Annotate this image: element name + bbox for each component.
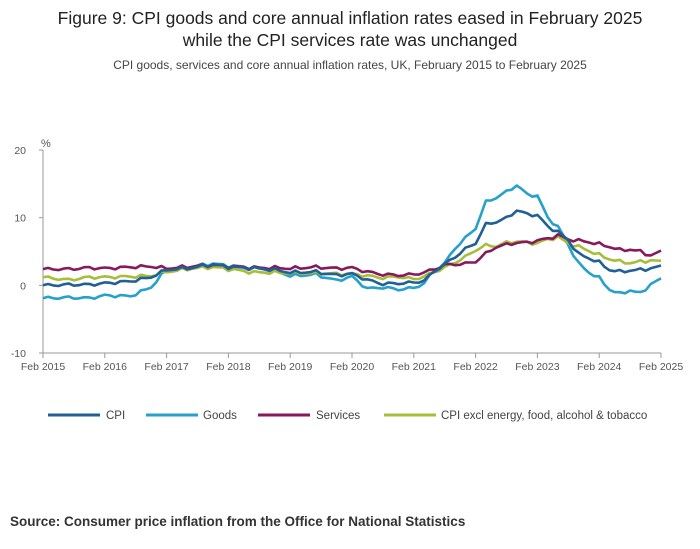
x-tick-label: Feb 2016 (83, 361, 128, 373)
legend-label-goods: Goods (203, 410, 237, 422)
chart-title-line-1: Figure 9: CPI goods and core annual infl… (57, 8, 643, 28)
source-note: Source: Consumer price inflation from th… (10, 514, 466, 529)
y-axis-label: % (41, 138, 51, 150)
x-tick-label: Feb 2017 (144, 361, 189, 373)
x-tick-label: Feb 2023 (515, 361, 560, 373)
legend-label-cpi-excl-energy-food-alcohol-tobacco: CPI excl energy, food, alcohol & tobacco (441, 410, 647, 422)
series-line-services (42, 233, 662, 278)
chart-title-line-2: while the CPI services rate was unchange… (182, 30, 518, 50)
legend-label-services: Services (316, 410, 360, 422)
x-tick-label: Feb 2019 (268, 361, 313, 373)
y-tick-label: -10 (11, 348, 26, 360)
chart-title: Figure 9: CPI goods and core annual infl… (0, 7, 700, 51)
y-tick-label: 20 (14, 145, 26, 157)
chart-subtitle: CPI goods, services and core annual infl… (113, 58, 587, 72)
x-tick-label: Feb 2018 (206, 361, 251, 373)
series-line-goods (42, 184, 662, 301)
line-chart: % -10 0 10 20 Feb 2015 Feb 2016 Feb 2017 Feb 201… (11, 138, 684, 422)
x-tick-label: Feb 2024 (577, 361, 622, 373)
series-line-cpi (42, 209, 662, 288)
y-tick-label: 10 (14, 213, 26, 225)
x-tick-label: Feb 2025 (639, 361, 684, 373)
x-tick-label: Feb 2015 (21, 361, 66, 373)
y-tick-label: 0 (20, 280, 26, 292)
x-tick-label: Feb 2021 (392, 361, 437, 373)
legend-label-cpi: CPI (106, 410, 125, 422)
x-tick-label: Feb 2020 (330, 361, 375, 373)
x-tick-label: Feb 2022 (453, 361, 498, 373)
